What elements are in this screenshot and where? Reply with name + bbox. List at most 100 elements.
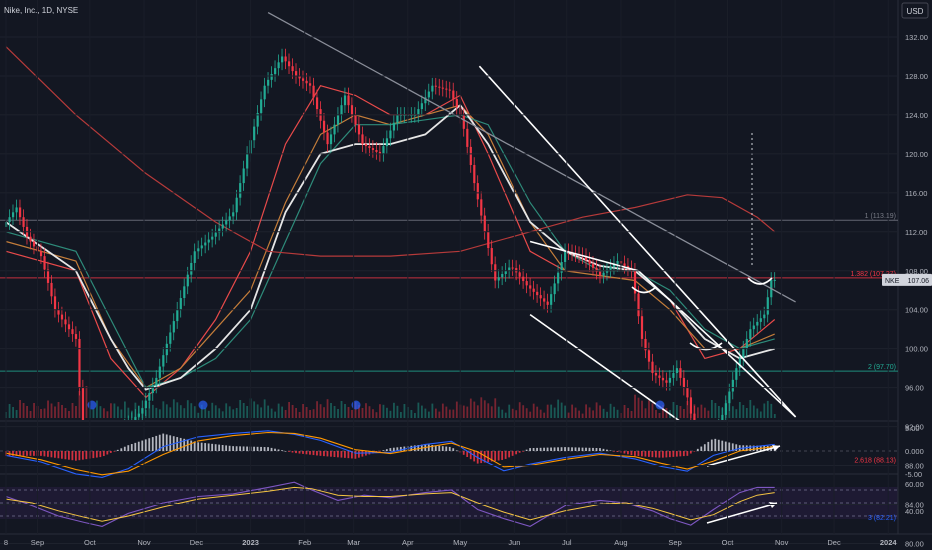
macd-histogram-bar xyxy=(218,444,221,451)
price-tick-label: 88.00 xyxy=(905,462,924,471)
volume-bar xyxy=(242,403,245,418)
candle-body xyxy=(260,99,263,113)
macd-histogram-bar xyxy=(169,435,172,451)
macd-histogram-bar xyxy=(204,443,207,451)
macd-histogram-bar xyxy=(571,447,573,451)
currency-button[interactable]: USD xyxy=(901,2,929,19)
candle-body xyxy=(654,373,658,376)
volume-bar xyxy=(148,401,151,418)
candle-body xyxy=(668,377,672,383)
volume-bar xyxy=(599,405,601,418)
trendline[interactable] xyxy=(478,65,797,418)
macd-histogram-bar xyxy=(211,443,214,451)
candle-body xyxy=(81,387,85,420)
volume-bar xyxy=(641,400,643,418)
macd-histogram-bar xyxy=(602,448,605,451)
candle-body xyxy=(57,309,60,315)
price-tick-label: 132.00 xyxy=(905,33,928,42)
volume-bar xyxy=(127,407,130,418)
macd-histogram-bar xyxy=(707,441,710,451)
macd-histogram-bar xyxy=(33,451,35,456)
volume-bar xyxy=(585,404,588,418)
volume-bar xyxy=(172,399,175,418)
candle-body xyxy=(742,348,745,359)
volume-bar xyxy=(613,406,615,418)
volume-bar xyxy=(333,406,336,418)
trendline[interactable] xyxy=(267,12,796,303)
volume-bar xyxy=(651,403,654,418)
candle-body xyxy=(336,114,340,125)
candle-body xyxy=(651,361,654,374)
candle-body xyxy=(686,387,689,398)
volume-bar xyxy=(354,402,357,418)
volume-bar xyxy=(571,404,574,418)
candle-body xyxy=(417,109,420,115)
volume-bar xyxy=(410,410,413,418)
volume-bar xyxy=(609,403,612,418)
macd-histogram-bar xyxy=(130,444,133,451)
candle-body xyxy=(522,276,525,282)
volume-bar xyxy=(162,401,165,418)
volume-bar xyxy=(731,406,734,418)
candle-body xyxy=(640,316,644,339)
candle-body xyxy=(281,56,284,63)
candle-body xyxy=(322,120,326,133)
volume-bar xyxy=(616,409,619,418)
volume-bar xyxy=(330,403,332,418)
time-axis[interactable]: 8 Sep Oct Nov Dec 2023 Feb Mar Apr May Jun Jul Aug Se… xyxy=(4,0,897,547)
candle-body xyxy=(679,368,682,378)
macd-histogram-bar xyxy=(144,439,147,451)
volume-bar xyxy=(75,406,77,418)
volume-bar xyxy=(515,410,518,418)
macd-histogram-bar xyxy=(714,438,717,451)
candle-body xyxy=(420,103,423,110)
candle-body xyxy=(689,397,693,414)
candle-body xyxy=(144,400,147,409)
volume-bar xyxy=(295,408,298,418)
candle-body xyxy=(204,242,207,246)
candle-body xyxy=(18,207,22,218)
macd-histogram-bar xyxy=(162,433,165,451)
macd-histogram-bar xyxy=(455,450,458,452)
macd-histogram-bar xyxy=(214,444,217,451)
candle-body xyxy=(434,85,437,87)
macd-histogram-bar xyxy=(665,451,668,458)
time-tick-label: Oct xyxy=(84,538,97,547)
candle-body xyxy=(371,148,375,150)
volume-bar xyxy=(99,406,102,418)
candle-body xyxy=(490,248,493,265)
macd-histogram-bar xyxy=(672,451,675,457)
price-axis[interactable]: 132.00 128.00 124.00 120.00 116.00 112.00 108.… xyxy=(0,33,928,548)
rsi-tick-label: 40.00 xyxy=(905,507,924,516)
candle-body xyxy=(253,126,256,141)
macd-histogram-bar xyxy=(731,443,734,451)
volume-bar xyxy=(400,412,402,418)
volume-bar xyxy=(578,410,581,418)
volume-bar xyxy=(22,403,25,418)
volume-bar xyxy=(497,406,500,418)
macd-histogram-bar xyxy=(141,440,144,451)
macd-histogram-bar xyxy=(78,451,81,461)
volume-bar xyxy=(557,399,560,418)
volume-bar xyxy=(316,401,318,418)
volume-bar xyxy=(8,404,11,418)
candle-body xyxy=(529,285,532,289)
candle-body xyxy=(235,197,238,213)
candle-body xyxy=(312,85,315,98)
candle-body xyxy=(501,274,504,278)
macd-histogram-bar xyxy=(253,446,255,451)
macd-histogram-bar xyxy=(574,447,577,451)
candle-body xyxy=(441,87,444,89)
macd-histogram-bar xyxy=(724,441,727,451)
macd-histogram-bar xyxy=(585,447,587,451)
fib-level-label: 2.618 (88.13) xyxy=(854,457,896,464)
svg-text:NKE: NKE xyxy=(885,278,900,285)
volume-bar xyxy=(92,408,95,418)
volume-bar xyxy=(511,408,514,418)
candle-body xyxy=(728,391,731,404)
macd-histogram-bar xyxy=(623,451,626,454)
candle-body xyxy=(553,283,556,295)
volume-bar xyxy=(386,407,388,418)
candle-body xyxy=(385,138,389,147)
